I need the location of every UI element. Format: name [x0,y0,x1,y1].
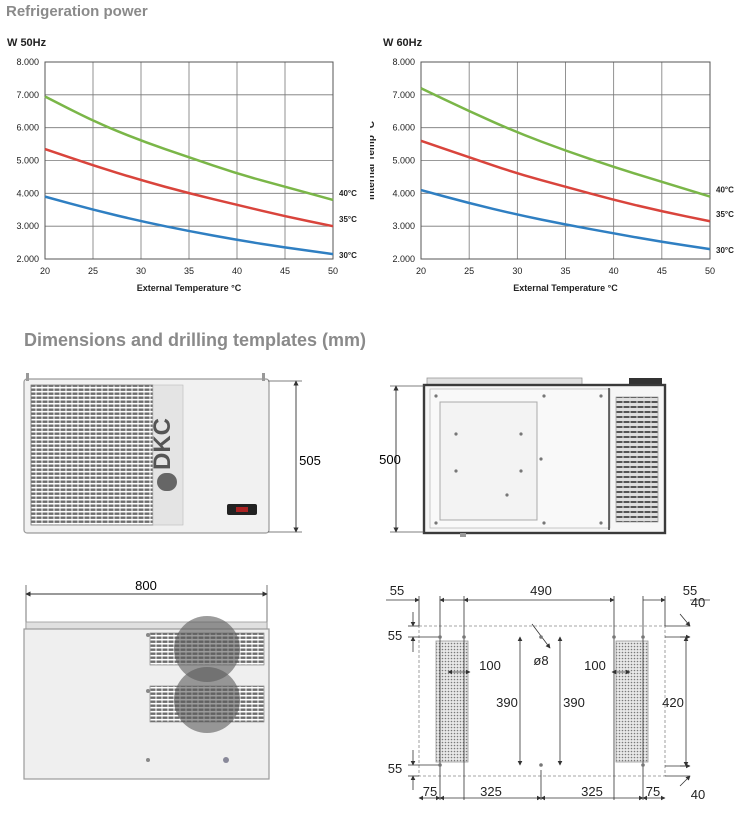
y-tick-label: 3.000 [392,221,415,231]
series-label: 40°C [716,186,734,195]
drilling-template [386,596,710,801]
series-label: 40°C [339,189,357,198]
front-height-dim: 505 [299,453,321,468]
dim-325-right: 325 [581,784,603,799]
x-tick-label: 40 [232,266,242,276]
chart-50hz: W 50Hz 2.000 3.000 4.000 5.000 6.000 7.000 8.00… [7,37,357,293]
dim-55-top-right: 55 [683,583,697,598]
y-tick-label: 7.000 [392,90,415,100]
y-tick-label: 5.000 [16,156,39,166]
dim-420: 420 [662,695,684,710]
x-axis-label: External Temperature °C [513,283,618,293]
x-tick-label: 20 [40,266,50,276]
dim-55-left: 55 [388,628,402,643]
chart-60hz: W 60Hz 2.000 3.000 4.000 5.000 6.000 7.000 8.00… [370,37,734,293]
y-tick-label: 8.000 [392,57,415,67]
dim-75-right: 75 [646,784,660,799]
top-view: 800 [23,578,270,780]
x-tick-label: 35 [184,266,194,276]
chart-title: W 60Hz [383,37,423,49]
dim-325-left: 325 [480,784,502,799]
y-tick-label: 6.000 [16,123,39,133]
y-tick-label: 4.000 [392,188,415,198]
dim-100-right: 100 [584,658,606,673]
dim-55-bottom: 55 [388,761,402,776]
x-tick-label: 50 [705,266,715,276]
plot-frame [420,61,711,260]
x-axis-label: External Temperature °C [137,283,242,293]
series-line-30 [44,195,334,256]
back-height-dim: 500 [379,452,401,467]
dim-40-bottom: 40 [691,787,705,802]
series-label: 30°C [716,246,734,255]
top-width-dim: 800 [135,578,157,593]
series-line-35 [44,147,334,228]
x-tick-label: 35 [560,266,570,276]
x-tick-label: 25 [88,266,98,276]
series-line-40 [420,87,711,198]
y-tick-label: 6.000 [392,123,415,133]
x-tick-label: 50 [328,266,338,276]
x-tick-label: 30 [136,266,146,276]
plot-frame [44,61,334,260]
series-label: 30°C [339,251,357,260]
dim-55-top-left: 55 [390,583,404,598]
dimensions-heading: Dimensions and drilling templates (mm) [24,330,367,350]
series-line-30 [420,188,711,251]
dim-75-left: 75 [423,784,437,799]
y-tick-label: 2.000 [392,254,415,264]
series-line-40 [44,95,334,202]
back-view: 500 [379,377,667,537]
dim-40-top: 40 [691,595,705,610]
dim-390-left: 390 [496,695,518,710]
chart-title: W 50Hz [7,37,47,49]
y-tick-label: 3.000 [16,221,39,231]
y-axis-label: Internal Temp °C [370,121,377,200]
dim-390-right: 390 [563,695,585,710]
x-tick-label: 20 [416,266,426,276]
dim-100-left: 100 [479,658,501,673]
dim-hole-diameter: ø8 [533,653,548,668]
y-tick-label: 4.000 [16,188,39,198]
x-tick-label: 25 [464,266,474,276]
refrigeration-power-heading: Refrigeration power [6,3,148,20]
series-label: 35°C [716,210,734,219]
dim-490: 490 [530,583,552,598]
x-tick-label: 45 [657,266,667,276]
series-label: 35°C [339,215,357,224]
y-tick-label: 2.000 [16,254,39,264]
dkc-logo-mark [157,473,177,491]
x-tick-label: 40 [609,266,619,276]
x-tick-label: 45 [280,266,290,276]
dkc-logo: DKC [149,418,176,470]
y-tick-label: 8.000 [16,57,39,67]
template-holes [438,635,645,767]
y-tick-label: 7.000 [16,90,39,100]
y-tick-label: 5.000 [392,156,415,166]
front-view: DKC 505 [23,373,321,534]
series-line-35 [420,139,711,223]
x-tick-label: 30 [512,266,522,276]
